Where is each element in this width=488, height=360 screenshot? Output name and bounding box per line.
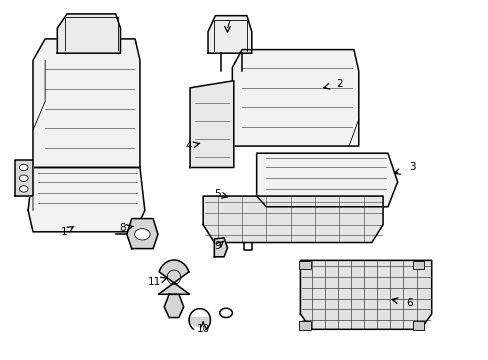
Text: 11: 11: [148, 277, 161, 287]
Text: 2: 2: [335, 78, 342, 89]
Text: 9: 9: [214, 241, 221, 251]
Polygon shape: [158, 260, 189, 294]
Text: 5: 5: [214, 189, 221, 199]
Polygon shape: [207, 16, 251, 53]
Circle shape: [20, 164, 28, 171]
Polygon shape: [57, 14, 120, 53]
Polygon shape: [15, 160, 33, 196]
Polygon shape: [214, 238, 227, 257]
Text: 7: 7: [224, 19, 230, 30]
Bar: [412, 261, 424, 269]
Bar: [412, 321, 424, 330]
Text: 1: 1: [61, 227, 68, 237]
Polygon shape: [33, 39, 140, 167]
Polygon shape: [28, 167, 144, 232]
Text: 10: 10: [196, 324, 209, 334]
Polygon shape: [203, 196, 382, 243]
Bar: [299, 261, 310, 269]
Circle shape: [20, 186, 28, 192]
Text: 3: 3: [408, 162, 415, 172]
Circle shape: [134, 229, 150, 240]
Bar: [299, 321, 310, 330]
Polygon shape: [189, 318, 210, 327]
Polygon shape: [126, 219, 158, 249]
Polygon shape: [232, 50, 358, 146]
Circle shape: [20, 175, 28, 181]
Polygon shape: [190, 81, 233, 167]
Text: 6: 6: [406, 298, 412, 308]
Polygon shape: [164, 294, 183, 318]
Text: 4: 4: [185, 141, 191, 151]
Polygon shape: [256, 153, 397, 207]
Polygon shape: [300, 260, 431, 329]
Text: 8: 8: [120, 223, 126, 233]
